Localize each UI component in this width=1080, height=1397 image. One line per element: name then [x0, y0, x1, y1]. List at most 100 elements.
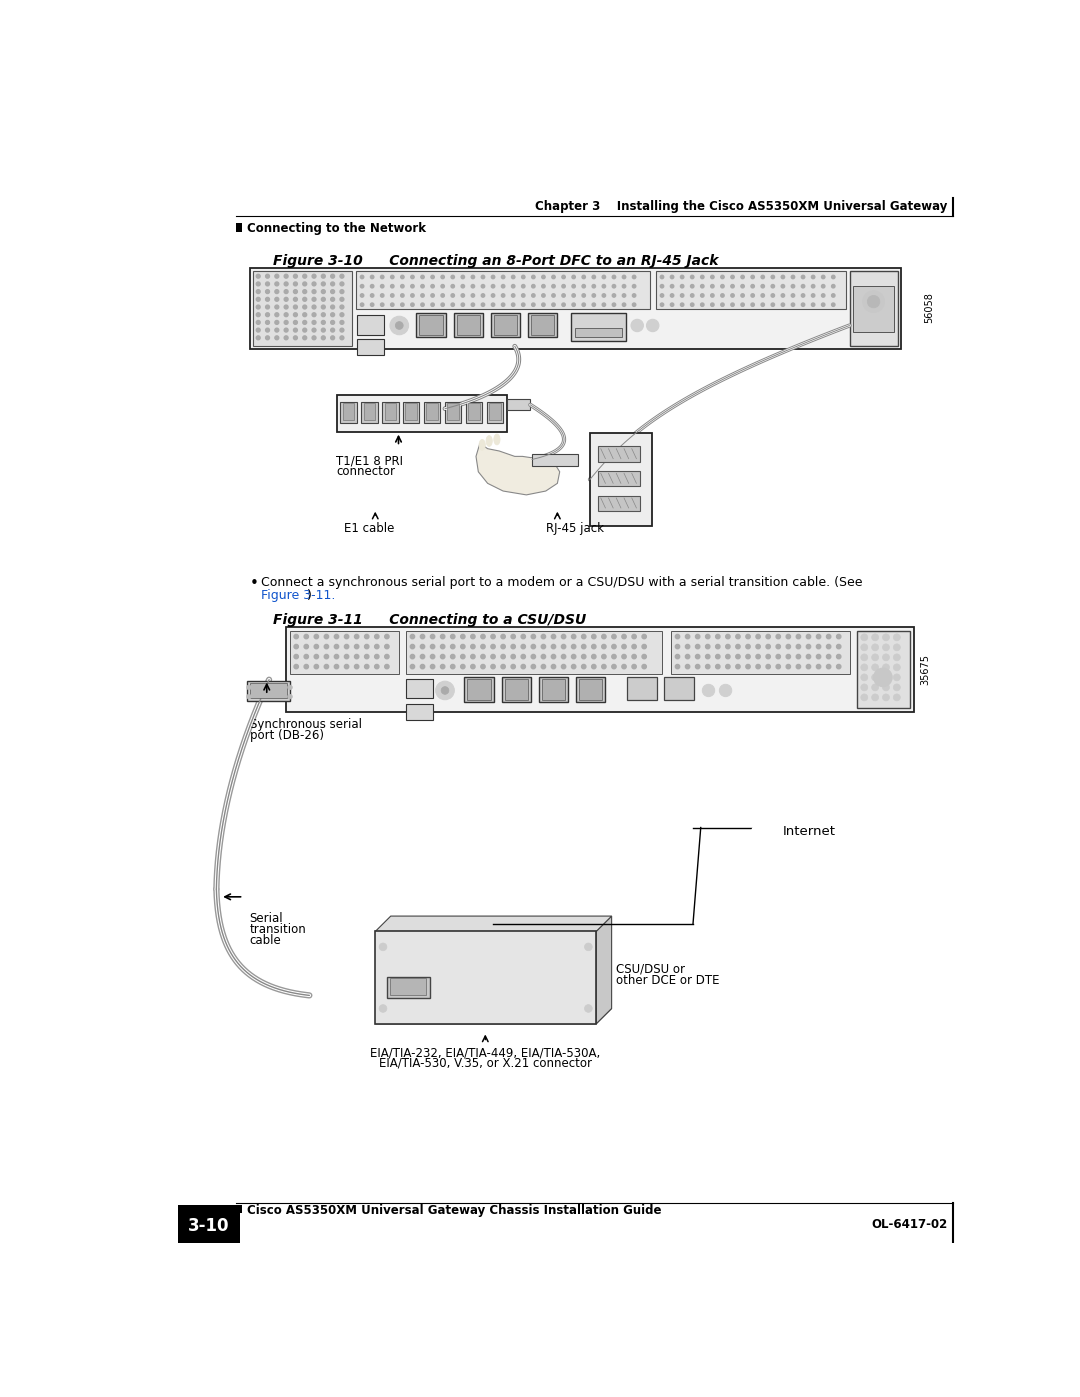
Circle shape: [731, 275, 734, 278]
Circle shape: [671, 293, 674, 298]
FancyBboxPatch shape: [447, 404, 459, 420]
Circle shape: [642, 634, 646, 638]
Circle shape: [680, 293, 684, 298]
Circle shape: [872, 654, 879, 661]
Circle shape: [266, 298, 270, 302]
Circle shape: [287, 694, 293, 698]
FancyBboxPatch shape: [235, 224, 242, 232]
Circle shape: [330, 274, 335, 278]
Circle shape: [266, 335, 270, 339]
Circle shape: [322, 335, 325, 339]
Circle shape: [571, 665, 576, 669]
Circle shape: [275, 313, 279, 317]
Circle shape: [541, 634, 545, 638]
Circle shape: [837, 644, 841, 648]
Circle shape: [312, 282, 316, 286]
FancyBboxPatch shape: [531, 314, 554, 335]
Ellipse shape: [486, 436, 492, 447]
Circle shape: [302, 335, 307, 339]
Circle shape: [816, 665, 821, 669]
Circle shape: [541, 644, 545, 648]
Circle shape: [671, 303, 674, 306]
Circle shape: [531, 303, 535, 306]
Circle shape: [771, 293, 774, 298]
Circle shape: [314, 665, 319, 669]
Circle shape: [872, 673, 879, 680]
Circle shape: [675, 654, 679, 659]
Circle shape: [822, 275, 825, 278]
FancyBboxPatch shape: [504, 679, 528, 700]
Circle shape: [324, 654, 328, 659]
Circle shape: [612, 285, 616, 288]
Circle shape: [726, 634, 730, 638]
Circle shape: [330, 328, 335, 332]
Text: 3-10: 3-10: [188, 1217, 229, 1235]
Circle shape: [284, 328, 288, 332]
Circle shape: [431, 665, 435, 669]
Circle shape: [491, 654, 496, 659]
Circle shape: [501, 654, 505, 659]
Circle shape: [801, 303, 805, 306]
Circle shape: [266, 274, 270, 278]
Circle shape: [633, 293, 636, 298]
Circle shape: [572, 293, 576, 298]
Circle shape: [602, 654, 606, 659]
Circle shape: [410, 303, 414, 306]
Text: Connecting to a CSU/DSU: Connecting to a CSU/DSU: [360, 613, 586, 627]
Circle shape: [861, 644, 867, 651]
Circle shape: [792, 275, 795, 278]
Circle shape: [330, 335, 335, 339]
Circle shape: [531, 285, 535, 288]
Text: Figure 3-11: Figure 3-11: [273, 613, 363, 627]
Circle shape: [660, 293, 664, 298]
Circle shape: [314, 654, 319, 659]
Circle shape: [690, 275, 694, 278]
Circle shape: [312, 328, 316, 332]
Circle shape: [705, 654, 710, 659]
Circle shape: [867, 295, 880, 307]
Circle shape: [571, 644, 576, 648]
Circle shape: [572, 285, 576, 288]
Circle shape: [322, 282, 325, 286]
Circle shape: [305, 654, 309, 659]
Circle shape: [777, 654, 781, 659]
Circle shape: [512, 303, 515, 306]
Circle shape: [481, 644, 485, 648]
Circle shape: [305, 644, 309, 648]
Circle shape: [522, 285, 525, 288]
Circle shape: [322, 328, 325, 332]
Circle shape: [756, 654, 760, 659]
Circle shape: [275, 274, 279, 278]
Circle shape: [391, 285, 394, 288]
Circle shape: [796, 644, 800, 648]
FancyBboxPatch shape: [342, 404, 354, 420]
Circle shape: [330, 313, 335, 317]
Circle shape: [647, 320, 659, 331]
Circle shape: [562, 665, 566, 669]
Circle shape: [622, 654, 626, 659]
Circle shape: [777, 644, 781, 648]
Circle shape: [305, 634, 309, 638]
Circle shape: [826, 634, 831, 638]
Circle shape: [401, 285, 404, 288]
Circle shape: [807, 654, 811, 659]
Circle shape: [816, 654, 821, 659]
Circle shape: [551, 654, 556, 659]
Circle shape: [531, 275, 535, 278]
Circle shape: [807, 665, 811, 669]
Circle shape: [335, 654, 339, 659]
Circle shape: [491, 293, 495, 298]
Circle shape: [671, 275, 674, 278]
Circle shape: [690, 293, 694, 298]
Circle shape: [801, 293, 805, 298]
Circle shape: [511, 665, 515, 669]
Circle shape: [541, 654, 545, 659]
Text: EIA/TIA-530, V.35, or X.21 connector: EIA/TIA-530, V.35, or X.21 connector: [379, 1058, 592, 1070]
Circle shape: [322, 305, 325, 309]
FancyBboxPatch shape: [253, 271, 352, 345]
Circle shape: [801, 285, 805, 288]
Text: 56058: 56058: [924, 292, 934, 323]
Circle shape: [421, 275, 424, 278]
FancyBboxPatch shape: [464, 676, 494, 703]
Circle shape: [542, 285, 545, 288]
